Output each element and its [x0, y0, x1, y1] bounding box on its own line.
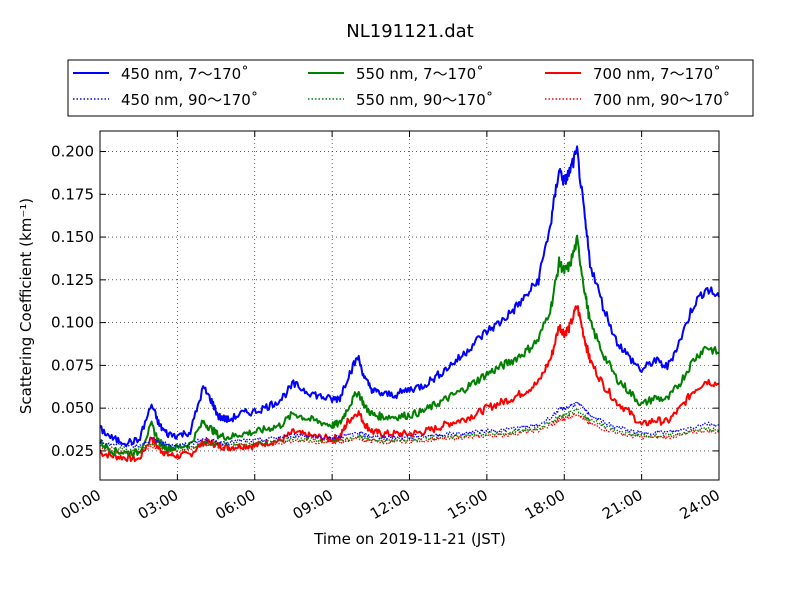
- legend-label: 700 nm, 90～170˚: [593, 91, 730, 109]
- y-tick-label: 0.150: [51, 228, 94, 246]
- legend-box: [67, 59, 754, 117]
- legend-label: 450 nm, 7～170˚: [121, 65, 249, 83]
- x-tick-label: 03:00: [135, 486, 181, 523]
- x-tick-label: 12:00: [367, 486, 413, 523]
- x-tick-label: 18:00: [522, 486, 568, 523]
- legend-label: 550 nm, 7～170˚: [356, 65, 484, 83]
- y-tick-label: 0.200: [51, 143, 94, 161]
- legend-label: 550 nm, 90～170˚: [356, 91, 493, 109]
- legend: 450 nm, 7～170˚ 450 nm, 90～170˚ 550 nm, 7～1…: [67, 59, 754, 117]
- x-tick-label: 09:00: [290, 486, 336, 523]
- y-tick-label: 0.025: [51, 442, 94, 460]
- y-tick-label: 0.100: [51, 314, 94, 332]
- series-line: [99, 145, 720, 447]
- axis-ticks: 00:00 03:00 06:00 09:00 12:00 15:00 18:00 21:00…: [51, 131, 723, 523]
- y-tick-label: 0.050: [51, 399, 94, 417]
- series-line: [99, 234, 720, 457]
- chart-title: NL191121.dat: [346, 21, 473, 42]
- x-tick-label: 00:00: [58, 486, 104, 523]
- grid: [100, 131, 719, 480]
- legend-label: 700 nm, 7～170˚: [593, 65, 721, 83]
- y-tick-label: 0.125: [51, 271, 94, 289]
- legend-label: 450 nm, 90～170˚: [121, 91, 258, 109]
- x-tick-label: 06:00: [212, 486, 258, 523]
- x-axis-label: Time on 2019-11-21 (JST): [313, 530, 506, 548]
- x-tick-label: 15:00: [444, 486, 490, 523]
- y-axis-label: Scattering Coefficient (km⁻¹): [17, 198, 35, 414]
- series-layer: [99, 145, 720, 463]
- y-tick-label: 0.075: [51, 356, 94, 374]
- y-tick-label: 0.175: [51, 185, 94, 203]
- x-tick-label: 24:00: [677, 486, 723, 523]
- series-line: [99, 412, 720, 455]
- x-tick-label: 21:00: [599, 486, 645, 523]
